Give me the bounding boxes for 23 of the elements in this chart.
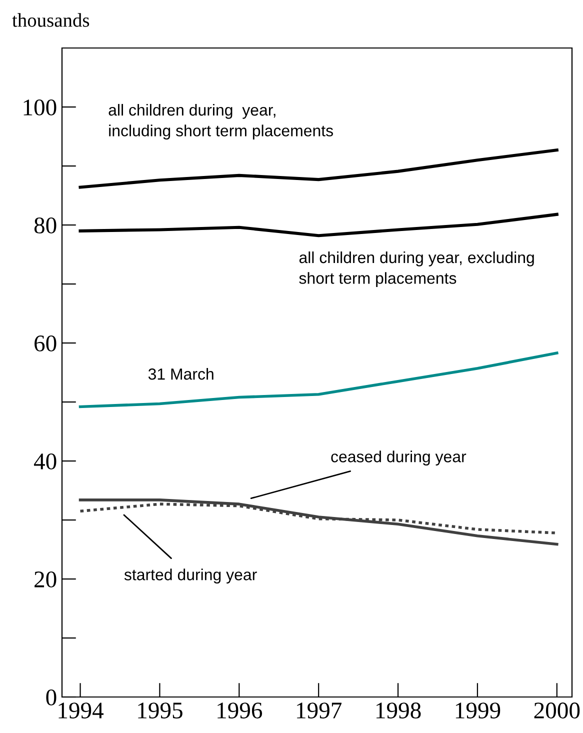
x-tick-label: 1996 (218, 702, 262, 718)
text: all children during year, including short term placements (108, 104, 333, 140)
text: started during year (124, 568, 257, 584)
line-series (78, 352, 558, 408)
y-tick-label: 80 (34, 217, 56, 234)
y-tick-label: 100 (24, 99, 56, 116)
x-tick-label: 1998 (376, 702, 421, 718)
text: ceased during year (331, 450, 466, 466)
x-tick-label: 2000 (534, 702, 580, 718)
series-label: all children during year, excluding short term placements (299, 251, 534, 288)
x-tick-label: 1999 (456, 702, 500, 718)
y-tick-label: 20 (34, 571, 56, 588)
line-series (78, 212, 558, 238)
line-series (78, 498, 558, 546)
x-tick-label: 1995 (138, 702, 182, 718)
y-tick-label: 0 (46, 689, 56, 706)
y-tick-label: 40 (34, 453, 56, 470)
line-series (78, 148, 558, 189)
x-tick-label: 1994 (58, 702, 104, 718)
x-tick-label: 1997 (297, 702, 342, 718)
y-axis-title: thousands (12, 13, 90, 27)
y-tick-label: 60 (34, 335, 56, 352)
series-label: 31 March (148, 368, 214, 380)
